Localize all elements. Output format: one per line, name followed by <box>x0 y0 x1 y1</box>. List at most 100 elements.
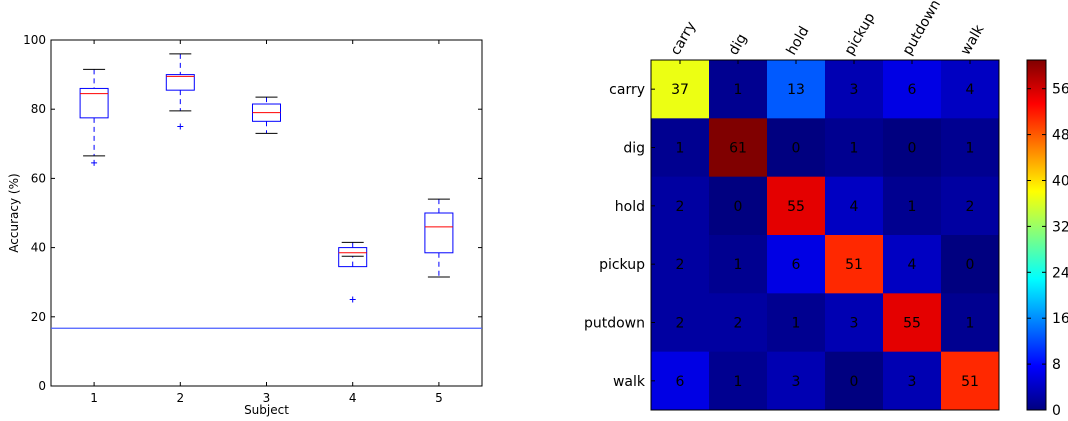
cell-value-label: 55 <box>787 199 805 215</box>
heatmap-cell <box>883 60 942 119</box>
heatmap-cell <box>883 176 942 236</box>
heatmap-cell <box>825 60 884 119</box>
box-plot-chart: 0 20 40 60 80 100 1 2 3 4 5 Subject Accuracy (%) <box>7 33 483 417</box>
y-axis-ticks: 0 20 40 60 80 100 <box>23 33 482 393</box>
colorbar-tick-label: 24 <box>1052 265 1068 281</box>
cell-value-label: 3 <box>908 374 917 390</box>
colorbar-tick-label: 0 <box>1052 403 1061 419</box>
cell-value-label: 1 <box>734 374 743 390</box>
heatmap-cell <box>767 293 826 353</box>
cell-value-label: 2 <box>966 199 975 215</box>
x-tick-label: 3 <box>263 391 271 405</box>
box-body <box>338 247 368 268</box>
heatmap-cell <box>825 235 884 294</box>
heatmap-cell <box>767 235 826 294</box>
heatmap-frame <box>650 59 1000 411</box>
cell-value-label: 1 <box>908 199 917 215</box>
row-label: hold <box>615 199 645 215</box>
x-tick-label: 4 <box>349 391 357 405</box>
cell-value-label: 3 <box>850 316 859 332</box>
column-label: walk <box>958 21 988 58</box>
y-tick-label: 40 <box>31 241 46 255</box>
colorbar-tick-label: 16 <box>1052 311 1068 327</box>
box-1 <box>79 68 109 166</box>
heatmap-cell <box>825 118 884 178</box>
box-marks <box>79 53 454 303</box>
column-label: hold <box>784 24 813 58</box>
box-body <box>424 212 454 254</box>
heatmap-cell <box>709 176 768 236</box>
cell-value-label: 1 <box>734 82 743 98</box>
cell-value-label: 1 <box>676 141 685 157</box>
x-tick-label: 2 <box>176 391 184 405</box>
cell-value-label: 6 <box>908 82 917 98</box>
heatmap-cell <box>883 235 942 294</box>
cell-value-label: 0 <box>792 141 801 157</box>
heatmap-cell <box>883 293 942 353</box>
outlier-marker <box>177 123 184 130</box>
colorbar-ticks: 0 8 16 24 32 40 48 56 <box>1027 82 1068 419</box>
y-tick-label: 0 <box>38 379 46 393</box>
y-tick-label: 80 <box>31 102 46 116</box>
column-label: pickup <box>842 10 879 58</box>
cell-value-label: 0 <box>734 199 743 215</box>
heatmap-cell <box>651 60 710 119</box>
heatmap-cell <box>825 293 884 353</box>
heatmap-cell <box>941 351 1000 411</box>
box-2 <box>165 53 195 130</box>
heatmap-cell <box>941 60 1000 119</box>
colorbar-tick-label: 8 <box>1052 357 1061 373</box>
cell-value-label: 4 <box>908 257 917 273</box>
cell-value-label: 51 <box>961 374 979 390</box>
heatmap-cell <box>651 176 710 236</box>
heatmap-column-labels: carry dig hold pickup putdown walk <box>668 0 988 64</box>
heatmap-cell <box>709 293 768 353</box>
cell-value-label: 13 <box>787 82 805 98</box>
heatmap-cell <box>883 118 942 178</box>
cell-value-label: 4 <box>966 82 975 98</box>
heatmap-cell <box>825 351 884 411</box>
box-3 <box>252 96 281 134</box>
colorbar-tick-label: 32 <box>1052 219 1068 235</box>
colorbar-tick-label: 56 <box>1052 82 1068 98</box>
heatmap-cell <box>651 118 710 178</box>
box-5 <box>424 198 454 278</box>
row-label: pickup <box>599 257 645 273</box>
cell-value-label: 0 <box>966 257 975 273</box>
cell-value-label: 2 <box>734 316 743 332</box>
heatmap-row-labels: carry dig hold pickup putdown walk <box>584 82 655 390</box>
x-tick-label: 5 <box>435 391 443 405</box>
cell-value-label: 3 <box>850 82 859 98</box>
box-4 <box>338 241 368 303</box>
cell-value-label: 6 <box>792 257 801 273</box>
heatmap-cell <box>941 293 1000 353</box>
box-plot-frame <box>50 39 483 387</box>
heatmap-cell <box>941 118 1000 178</box>
colorbar <box>1026 59 1047 411</box>
heatmap-cell <box>767 60 826 119</box>
column-label: carry <box>668 19 700 58</box>
cell-value-label: 2 <box>676 316 685 332</box>
cell-value-label: 51 <box>845 257 863 273</box>
confusion-matrix-heatmap: 37 1 13 3 6 41 61 0 1 0 12 0 55 4 1 22 1 6 51 4 02 2 1 3 55 16 1 3 0… <box>584 0 1068 419</box>
heatmap-cell <box>651 351 710 411</box>
box-body <box>165 74 195 91</box>
cell-value-label: 6 <box>676 374 685 390</box>
heatmap-cell <box>709 351 768 411</box>
heatmap-cell <box>709 60 768 119</box>
cell-value-label: 0 <box>850 374 859 390</box>
y-tick-label: 20 <box>31 310 46 324</box>
y-tick-label: 60 <box>31 171 46 185</box>
heatmap-cell <box>651 293 710 353</box>
row-label: putdown <box>584 316 645 332</box>
cell-value-label: 1 <box>734 257 743 273</box>
heatmap-cell <box>825 176 884 236</box>
heatmap-cells: 37 1 13 3 6 41 61 0 1 0 12 0 55 4 1 22 1 6 51 4 02 2 1 3 55 16 1 3 0… <box>651 60 1000 411</box>
row-label: dig <box>623 141 645 157</box>
heatmap-cell <box>709 118 768 178</box>
heatmap-cell <box>883 351 942 411</box>
colorbar-tick-label: 40 <box>1052 173 1068 189</box>
cell-value-label: 1 <box>966 316 975 332</box>
row-label: carry <box>609 82 645 98</box>
